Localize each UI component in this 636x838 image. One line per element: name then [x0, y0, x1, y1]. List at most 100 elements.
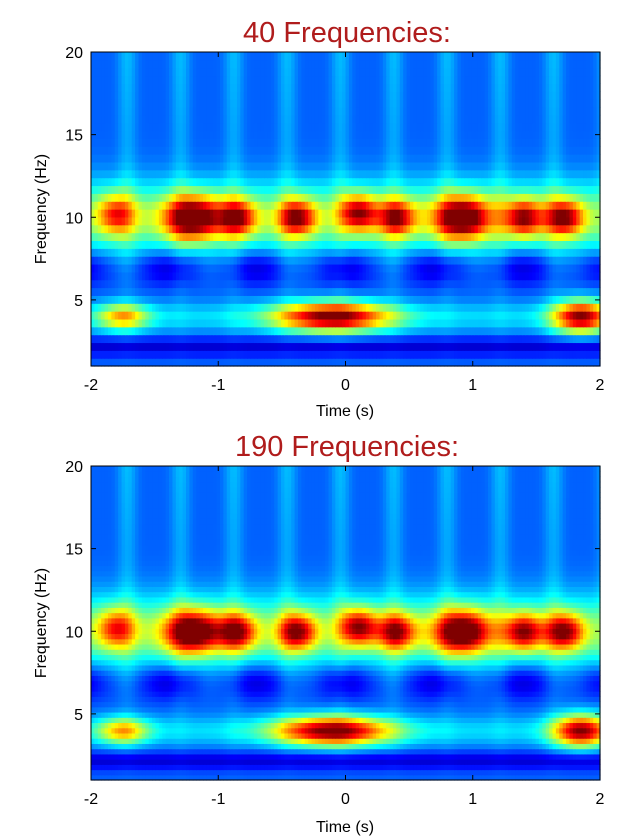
heatmap-cell: [430, 240, 434, 248]
heatmap-cell: [563, 248, 567, 256]
heatmap-cell: [481, 256, 485, 264]
heatmap-cell: [349, 303, 353, 311]
heatmap-cell: [430, 115, 434, 123]
heatmap-cell: [237, 280, 241, 288]
heatmap-cell: [420, 342, 424, 350]
heatmap-cell: [410, 209, 414, 217]
heatmap-cell: [145, 131, 149, 139]
heatmap-cell: [532, 303, 536, 311]
heatmap-cell: [186, 288, 190, 296]
heatmap-cell: [441, 342, 445, 350]
heatmap-cell: [298, 264, 302, 272]
heatmap-cell: [217, 240, 221, 248]
heatmap-cell: [563, 327, 567, 335]
heatmap-cell: [369, 185, 373, 193]
heatmap-cell: [155, 256, 159, 264]
heatmap-cell: [512, 358, 516, 366]
heatmap-cell: [125, 201, 129, 209]
heatmap-cell: [176, 233, 180, 241]
heatmap-cell: [400, 248, 404, 256]
heatmap-cell: [451, 185, 455, 193]
heatmap-cell: [461, 107, 465, 115]
heatmap-cell: [593, 303, 597, 311]
heatmap-cell: [502, 342, 506, 350]
heatmap-cell: [502, 138, 506, 146]
heatmap-cell: [461, 327, 465, 335]
heatmap-cell: [166, 217, 170, 225]
heatmap-cell: [155, 217, 159, 225]
heatmap-cell: [94, 162, 98, 170]
heatmap-cell: [237, 350, 241, 358]
heatmap-cell: [288, 335, 292, 343]
heatmap-cell: [247, 123, 251, 131]
heatmap-cell: [308, 335, 312, 343]
heatmap-cell: [206, 170, 210, 178]
heatmap-cell: [451, 335, 455, 343]
heatmap-cell: [339, 146, 343, 154]
heatmap-cell: [237, 193, 241, 201]
heatmap-cell: [125, 233, 129, 241]
heatmap-cell: [267, 350, 271, 358]
heatmap-cell: [420, 327, 424, 335]
heatmap-cell: [135, 358, 139, 366]
heatmap-cell: [329, 115, 333, 123]
heatmap-cell: [441, 303, 445, 311]
heatmap-cell: [166, 225, 170, 233]
heatmap-cell: [481, 342, 485, 350]
heatmap-cell: [390, 185, 394, 193]
heatmap-cell: [247, 185, 251, 193]
heatmap-cell: [512, 350, 516, 358]
heatmap-cell: [471, 225, 475, 233]
heatmap-cell: [461, 138, 465, 146]
heatmap-cell: [420, 319, 424, 327]
heatmap-cell: [542, 178, 546, 186]
heatmap-cell: [512, 295, 516, 303]
heatmap-cell: [400, 193, 404, 201]
heatmap-cell: [267, 217, 271, 225]
heatmap-cell: [410, 335, 414, 343]
heatmap-cell: [298, 280, 302, 288]
heatmap-cell: [583, 193, 587, 201]
heatmap-cell: [430, 131, 434, 139]
heatmap-cell: [196, 256, 200, 264]
heatmap-cell: [206, 256, 210, 264]
heatmap-cell: [379, 272, 383, 280]
heatmap-cell: [461, 342, 465, 350]
heatmap-cell: [593, 335, 597, 343]
heatmap-cell: [532, 335, 536, 343]
heatmap-cell: [267, 280, 271, 288]
heatmap-cell: [105, 146, 109, 154]
heatmap-cell: [349, 295, 353, 303]
heatmap-cell: [430, 162, 434, 170]
heatmap-cell: [339, 162, 343, 170]
heatmap-cell: [176, 146, 180, 154]
heatmap-cell: [349, 162, 353, 170]
heatmap-cell: [94, 319, 98, 327]
heatmap-cell: [390, 311, 394, 319]
panel-40-frequencies: 40 Frequencies: -2 -1 0 1 25101520 Time (s) …: [33, 17, 605, 420]
heatmap-cell: [461, 154, 465, 162]
heatmap-cell: [420, 209, 424, 217]
heatmap-cell: [583, 358, 587, 366]
heatmap-cell: [155, 178, 159, 186]
heatmap-cell: [349, 342, 353, 350]
heatmap-cell: [288, 209, 292, 217]
heatmap-cell: [420, 115, 424, 123]
heatmap-cell: [349, 178, 353, 186]
heatmap-cell: [135, 256, 139, 264]
heatmap-cell: [522, 201, 526, 209]
heatmap-cell: [369, 264, 373, 272]
heatmap-cell: [461, 233, 465, 241]
heatmap-cell: [502, 272, 506, 280]
heatmap-cell: [542, 272, 546, 280]
heatmap-cell: [522, 154, 526, 162]
heatmap-cell: [430, 358, 434, 366]
heatmap-cell: [105, 209, 109, 217]
heatmap-cell: [522, 225, 526, 233]
heatmap-cell: [196, 225, 200, 233]
heatmap-cell: [288, 248, 292, 256]
heatmap-cell: [196, 193, 200, 201]
heatmap-cell: [491, 350, 495, 358]
heatmap-cell: [441, 327, 445, 335]
heatmap-cell: [217, 170, 221, 178]
